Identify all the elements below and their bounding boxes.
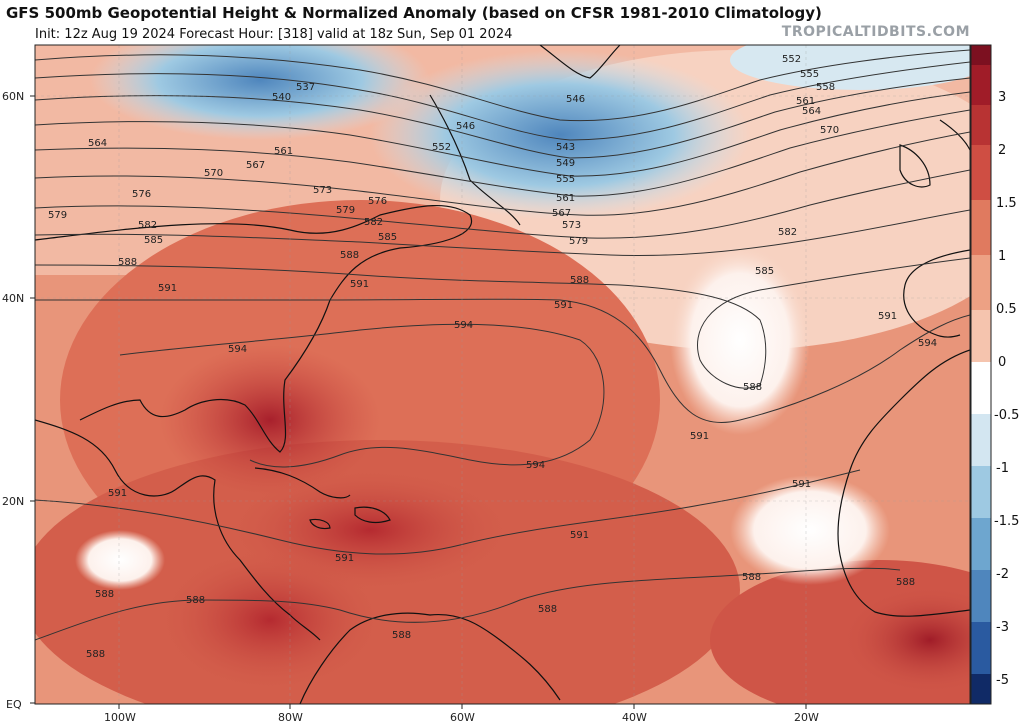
lon-label-100w: 100W xyxy=(104,711,136,724)
contour-label: 588 xyxy=(95,589,114,600)
contour-label: 579 xyxy=(48,210,67,221)
contour-label: 570 xyxy=(204,168,223,179)
contour-label: 573 xyxy=(562,220,581,231)
contour-label: 564 xyxy=(802,106,821,117)
lon-label-20w: 20W xyxy=(794,711,819,724)
contour-label: 591 xyxy=(350,279,369,290)
height-contours xyxy=(35,49,970,641)
longitude-labels: 100W 80W 60W 40W 20W xyxy=(104,704,819,724)
lon-label-40w: 40W xyxy=(622,711,647,724)
colorbar-tick: -1.5 xyxy=(994,514,1019,529)
colorbar-tick: 3 xyxy=(998,90,1006,105)
map-plot-area: 552 555 558 561 564 570 546 543 549 555 … xyxy=(35,45,970,704)
contour-label: 591 xyxy=(878,311,897,322)
contour-label: 561 xyxy=(556,193,575,204)
colorbar-tick: -3 xyxy=(996,620,1009,635)
contour-label: 588 xyxy=(86,649,105,660)
contour-label: 555 xyxy=(800,69,819,80)
colorbar-tick: -0.5 xyxy=(994,408,1019,423)
colorbar-tick: -2 xyxy=(996,567,1009,582)
contour-label: 588 xyxy=(340,250,359,261)
contour-label: 594 xyxy=(454,320,473,331)
contour-label: 564 xyxy=(88,138,107,149)
chart-subtitle: Init: 12z Aug 19 2024 Forecast Hour: [31… xyxy=(35,27,513,42)
contour-label: 594 xyxy=(228,344,247,355)
latitude-labels: 60N 40N 20N EQ xyxy=(2,90,35,711)
contour-label: 591 xyxy=(158,283,177,294)
contour-label: 591 xyxy=(335,553,354,564)
contour-label: 552 xyxy=(782,54,801,65)
contour-label: 591 xyxy=(570,530,589,541)
graticule xyxy=(35,45,970,704)
colorbar-tick: 1 xyxy=(998,249,1006,264)
contour-label: 585 xyxy=(144,235,163,246)
contour-label: 546 xyxy=(456,121,475,132)
contour-label: 537 xyxy=(296,82,315,93)
contour-label: 576 xyxy=(368,196,387,207)
lat-label-60n: 60N xyxy=(2,90,24,103)
contour-label: 585 xyxy=(755,266,774,277)
contour-label: 543 xyxy=(556,142,575,153)
contour-label: 546 xyxy=(566,94,585,105)
lon-label-60w: 60W xyxy=(450,711,475,724)
contour-label: 540 xyxy=(272,92,291,103)
lon-label-80w: 80W xyxy=(278,711,303,724)
contour-label: 555 xyxy=(556,174,575,185)
contour-labels: 552 555 558 561 564 570 546 543 549 555 … xyxy=(48,54,937,660)
contour-label: 588 xyxy=(742,572,761,583)
contour-label: 588 xyxy=(896,577,915,588)
contour-label: 579 xyxy=(336,205,355,216)
contour-label: 588 xyxy=(570,275,589,286)
contour-label: 573 xyxy=(313,185,332,196)
contour-label: 558 xyxy=(816,82,835,93)
lat-label-20n: 20N xyxy=(2,495,24,508)
contour-label: 561 xyxy=(796,96,815,107)
contour-label: 582 xyxy=(778,227,797,238)
lat-label-eq: EQ xyxy=(6,698,22,711)
contour-label: 561 xyxy=(274,146,293,157)
contour-label: 591 xyxy=(108,488,127,499)
chart-title: GFS 500mb Geopotential Height & Normaliz… xyxy=(6,4,822,22)
coastlines xyxy=(35,45,970,704)
contour-label: 594 xyxy=(918,338,937,349)
lat-label-40n: 40N xyxy=(2,292,24,305)
colorbar-tick: -5 xyxy=(996,673,1009,688)
colorbar: 3 2 1.5 1 0.5 0 -0.5 -1 -1.5 -2 -3 -5 xyxy=(970,44,1019,705)
colorbar-tick: 2 xyxy=(998,143,1006,158)
contour-label: 594 xyxy=(526,460,545,471)
contour-label: 588 xyxy=(118,257,137,268)
map-frame xyxy=(34,44,971,705)
colorbar-tick: 0 xyxy=(998,355,1006,370)
contour-label: 582 xyxy=(138,220,157,231)
contour-label: 579 xyxy=(569,236,588,247)
contour-label: 567 xyxy=(552,208,571,219)
contour-label: 588 xyxy=(743,382,762,393)
contour-label: 585 xyxy=(378,232,397,243)
contour-label: 588 xyxy=(186,595,205,606)
contour-label: 576 xyxy=(132,189,151,200)
contour-label: 552 xyxy=(432,142,451,153)
contour-label: 567 xyxy=(246,160,265,171)
contour-label: 588 xyxy=(392,630,411,641)
watermark: TROPICALTIDBITS.COM xyxy=(781,24,970,40)
colorbar-tick: 1.5 xyxy=(996,196,1017,211)
colorbar-tick: -1 xyxy=(996,461,1009,476)
contour-label: 588 xyxy=(538,604,557,615)
contour-label: 570 xyxy=(820,125,839,136)
contour-label: 591 xyxy=(792,479,811,490)
contour-label: 591 xyxy=(690,431,709,442)
contour-label: 591 xyxy=(554,300,573,311)
contour-label: 549 xyxy=(556,158,575,169)
colorbar-tick: 0.5 xyxy=(996,302,1017,317)
contour-label: 582 xyxy=(364,217,383,228)
